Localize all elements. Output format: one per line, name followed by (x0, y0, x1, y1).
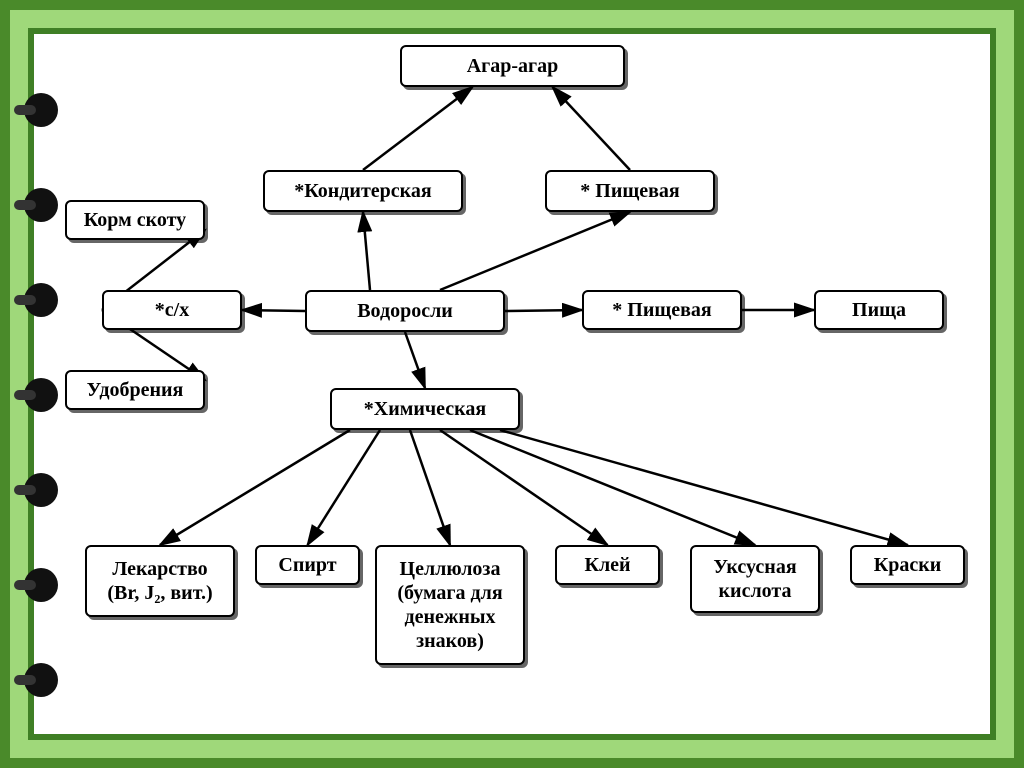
node-label: Агар-агар (467, 54, 559, 78)
node-label: * Пищевая (612, 298, 711, 322)
binder-ring (14, 390, 36, 400)
node-label: Клей (584, 553, 630, 577)
node-label: *с/х (155, 298, 189, 322)
node-pisch_top: * Пищевая (545, 170, 715, 212)
binder-ring (14, 580, 36, 590)
binder-ring (14, 200, 36, 210)
node-label: Пища (852, 298, 906, 322)
node-label: Водоросли (357, 299, 453, 323)
node-kraski: Краски (850, 545, 965, 585)
node-vodor: Водоросли (305, 290, 505, 332)
binder-ring (14, 105, 36, 115)
node-chem: *Химическая (330, 388, 520, 430)
node-cx: *с/х (102, 290, 242, 330)
node-label: Лекарство (Br, J₂, вит.) (95, 557, 225, 605)
node-udobr: Удобрения (65, 370, 205, 410)
node-label: Краски (874, 553, 942, 577)
node-pischa: Пища (814, 290, 944, 330)
slide-frame: Агар-агар *Кондитерская * Пищевая Корм скот… (0, 0, 1024, 768)
node-lekar: Лекарство (Br, J₂, вит.) (85, 545, 235, 617)
node-label: *Кондитерская (294, 179, 431, 203)
node-label: *Химическая (364, 397, 486, 421)
node-label: * Пищевая (580, 179, 679, 203)
node-agar: Агар-агар (400, 45, 625, 87)
binder-ring (14, 675, 36, 685)
node-spirt: Спирт (255, 545, 360, 585)
node-label: Целлюлоза (бумага для денежных знаков) (385, 557, 515, 653)
node-label: Удобрения (87, 378, 184, 402)
node-kondit: *Кондитерская (263, 170, 463, 212)
node-korm: Корм скоту (65, 200, 205, 240)
node-label: Корм скоту (84, 208, 186, 232)
node-uksus: Уксусная кислота (690, 545, 820, 613)
node-kley: Клей (555, 545, 660, 585)
binder-ring (14, 485, 36, 495)
node-cell: Целлюлоза (бумага для денежных знаков) (375, 545, 525, 665)
node-pisch_r: * Пищевая (582, 290, 742, 330)
binder-ring (14, 295, 36, 305)
node-label: Спирт (278, 553, 336, 577)
node-label: Уксусная кислота (700, 555, 810, 603)
